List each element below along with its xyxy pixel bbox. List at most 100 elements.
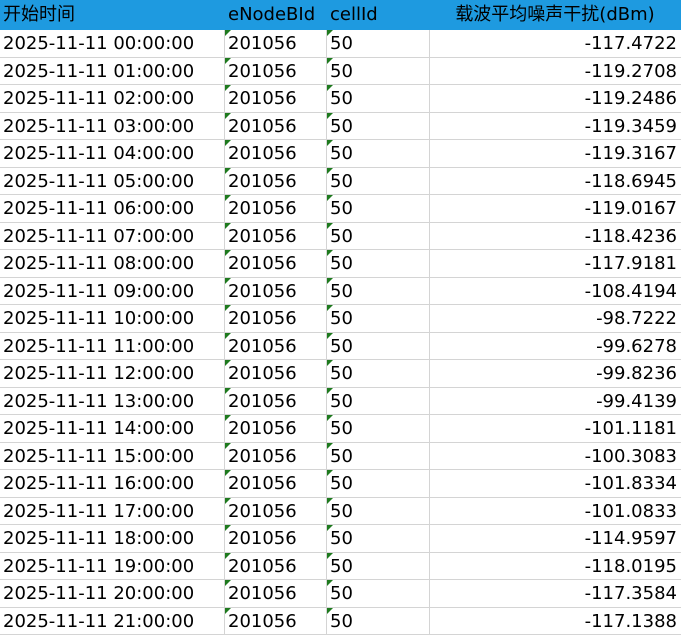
cell[interactable]: 50 — [327, 195, 430, 222]
cell[interactable]: -118.6945 — [584, 170, 677, 192]
cell[interactable]: -99.4139 — [596, 390, 677, 412]
cell[interactable]: -99.6278 — [596, 335, 677, 357]
cell[interactable]: 2025-11-11 07:00:00 — [0, 222, 225, 249]
cell[interactable]: 201056 — [225, 30, 327, 57]
cell[interactable]: 2025-11-11 08:00:00 — [0, 250, 225, 277]
data-row: 2025-11-11 13:00:00 201056 50 -99.4139 — [0, 387, 681, 415]
data-row: 2025-11-11 10:00:00 201056 50 -98.7222 — [0, 305, 681, 333]
cell[interactable]: -117.3584 — [584, 583, 677, 604]
header-cell[interactable]: 开始时间 — [0, 0, 225, 29]
data-row: 2025-11-11 19:00:00 201056 50 -118.0195 — [0, 552, 681, 580]
cell[interactable]: 50 — [327, 552, 430, 579]
data-row: 2025-11-11 11:00:00 201056 50 -99.6278 — [0, 332, 681, 360]
cell[interactable]: 50 — [327, 332, 430, 359]
cell[interactable]: 201056 — [225, 140, 327, 167]
cell[interactable]: -119.3167 — [584, 143, 677, 164]
cell[interactable]: 2025-11-11 21:00:00 — [0, 607, 225, 634]
cell[interactable]: 50 — [327, 497, 430, 524]
cell[interactable]: 50 — [327, 222, 430, 249]
cell[interactable]: 201056 — [225, 332, 327, 359]
cell[interactable]: 50 — [327, 580, 430, 607]
cell[interactable]: 50 — [327, 442, 430, 469]
cell[interactable]: -119.2708 — [584, 60, 677, 82]
cell[interactable]: -118.4236 — [584, 225, 677, 247]
data-row: 2025-11-11 02:00:00 201056 50 -119.2486 — [0, 85, 681, 113]
cell[interactable]: 2025-11-11 00:00:00 — [0, 30, 225, 57]
cell[interactable]: 50 — [327, 415, 430, 442]
cell[interactable]: 50 — [327, 250, 430, 277]
cell[interactable]: 50 — [327, 525, 430, 552]
cell[interactable]: -119.3459 — [584, 115, 677, 137]
cell[interactable]: 50 — [327, 30, 430, 57]
cell[interactable]: 50 — [327, 57, 430, 84]
cell[interactable]: 201056 — [225, 580, 327, 607]
cell[interactable]: 201056 — [225, 277, 327, 304]
cell[interactable]: 50 — [327, 360, 430, 387]
cell[interactable]: 2025-11-11 20:00:00 — [0, 580, 225, 607]
cell[interactable]: -100.3083 — [584, 445, 677, 467]
cell[interactable]: 2025-11-11 05:00:00 — [0, 167, 225, 194]
cell[interactable]: 2025-11-11 12:00:00 — [0, 360, 225, 387]
cell[interactable]: 201056 — [225, 470, 327, 497]
cell[interactable]: 201056 — [225, 167, 327, 194]
cell[interactable]: -114.9597 — [584, 528, 677, 549]
cell[interactable]: -118.0195 — [584, 555, 677, 577]
cell[interactable]: 201056 — [225, 112, 327, 139]
cell[interactable]: 2025-11-11 10:00:00 — [0, 305, 225, 332]
cell[interactable]: 201056 — [225, 305, 327, 332]
cell[interactable]: -117.9181 — [584, 253, 677, 274]
cell[interactable]: 50 — [327, 112, 430, 139]
cell[interactable]: 2025-11-11 02:00:00 — [0, 85, 225, 112]
data-row: 2025-11-11 01:00:00 201056 50 -119.2708 — [0, 57, 681, 85]
cell[interactable]: 50 — [327, 277, 430, 304]
cell[interactable]: 50 — [327, 607, 430, 634]
cell[interactable]: 50 — [327, 470, 430, 497]
cell[interactable]: -117.1388 — [584, 610, 677, 632]
cell[interactable]: 201056 — [225, 57, 327, 84]
cell[interactable]: 201056 — [225, 222, 327, 249]
cell[interactable]: 201056 — [225, 387, 327, 414]
cell[interactable]: -98.7222 — [596, 308, 677, 329]
cell[interactable]: 2025-11-11 16:00:00 — [0, 470, 225, 497]
cell[interactable]: 2025-11-11 14:00:00 — [0, 415, 225, 442]
cell[interactable]: -101.1181 — [584, 418, 677, 439]
cell[interactable]: -101.8334 — [584, 473, 677, 494]
cell[interactable]: 50 — [327, 85, 430, 112]
cell[interactable]: -117.4722 — [584, 33, 677, 54]
cell[interactable]: 201056 — [225, 552, 327, 579]
cell[interactable]: 2025-11-11 06:00:00 — [0, 195, 225, 222]
cell[interactable]: -101.0833 — [584, 500, 677, 522]
cell[interactable]: 2025-11-11 01:00:00 — [0, 57, 225, 84]
cell[interactable]: -108.4194 — [584, 280, 677, 302]
cell[interactable]: 2025-11-11 17:00:00 — [0, 497, 225, 524]
cell[interactable]: -119.2486 — [584, 88, 677, 109]
cell[interactable]: 50 — [327, 140, 430, 167]
cell[interactable]: 201056 — [225, 195, 327, 222]
cell[interactable]: 201056 — [225, 607, 327, 634]
cell[interactable]: 50 — [327, 305, 430, 332]
cell[interactable]: 50 — [327, 387, 430, 414]
cell[interactable]: 201056 — [225, 360, 327, 387]
cell[interactable]: 50 — [327, 167, 430, 194]
cell[interactable]: 2025-11-11 11:00:00 — [0, 332, 225, 359]
cell[interactable]: 2025-11-11 13:00:00 — [0, 387, 225, 414]
cell[interactable]: 201056 — [225, 415, 327, 442]
header-cell[interactable]: cellId — [327, 0, 430, 29]
cell[interactable]: 2025-11-11 04:00:00 — [0, 140, 225, 167]
cell[interactable]: 2025-11-11 18:00:00 — [0, 525, 225, 552]
cell[interactable]: 2025-11-11 09:00:00 — [0, 277, 225, 304]
cell[interactable]: 2025-11-11 19:00:00 — [0, 552, 225, 579]
cell[interactable]: -99.8236 — [596, 363, 677, 384]
cell[interactable]: 201056 — [225, 85, 327, 112]
cell[interactable]: 2025-11-11 03:00:00 — [0, 112, 225, 139]
cell[interactable]: 2025-11-11 15:00:00 — [0, 442, 225, 469]
cell[interactable]: 201056 — [225, 442, 327, 469]
header-cell[interactable]: eNodeBId — [225, 0, 327, 29]
cell[interactable]: 201056 — [225, 497, 327, 524]
data-row: 2025-11-11 15:00:00 201056 50 -100.3083 — [0, 442, 681, 470]
header-cell[interactable]: 载波平均噪声干扰(dBm) — [455, 4, 655, 25]
cell[interactable]: 201056 — [225, 250, 327, 277]
cell[interactable]: -119.0167 — [584, 198, 677, 219]
cell[interactable]: 201056 — [225, 525, 327, 552]
